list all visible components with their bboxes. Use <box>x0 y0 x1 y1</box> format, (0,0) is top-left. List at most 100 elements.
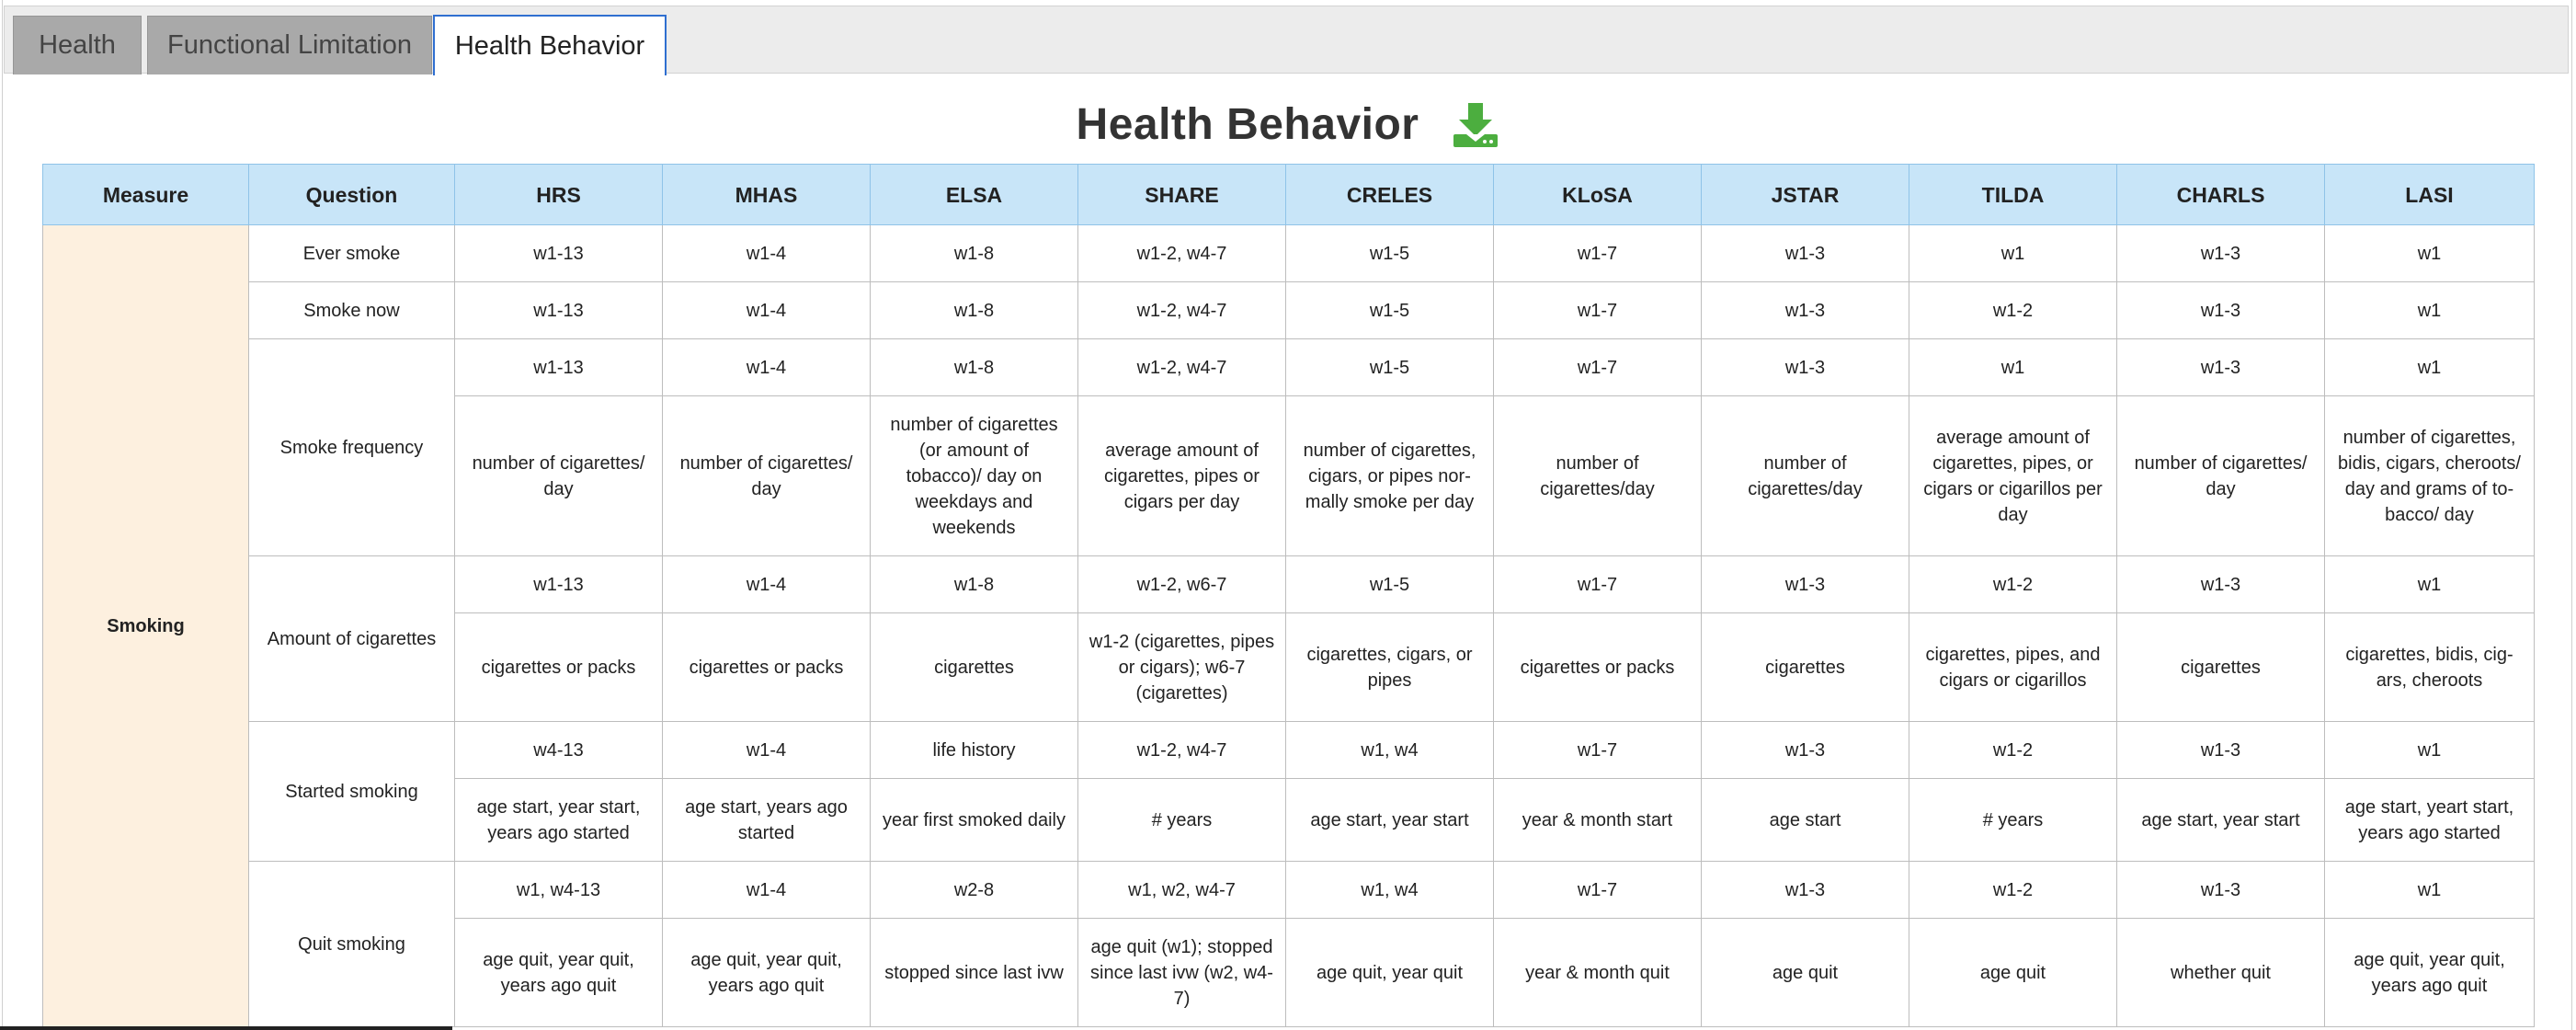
header-cell: SHARE <box>1077 164 1286 225</box>
measure-cell-smoking: Smoking <box>42 224 249 1027</box>
question-cell: Smoke now <box>248 281 455 339</box>
cell-klosa: number of cigarettes/day <box>1493 395 1702 556</box>
cell-tilda: w1-2 <box>1909 555 2117 613</box>
cell-lasi: w1 <box>2324 555 2535 613</box>
question-cell: Ever smoke <box>248 224 455 282</box>
cell-jstar: w1-3 <box>1701 281 1909 339</box>
table-row: Smoking Ever smoke w1-13 w1-4 w1-8 w1-2, w4… <box>42 224 2535 1027</box>
cell-mhas: age quit, year quit, years ago quit <box>662 918 871 1027</box>
table-row: number of cigarettes/ day number of cigar… <box>43 395 2535 556</box>
cell-charls: whether quit <box>2116 918 2325 1027</box>
cell-lasi: w1 <box>2324 861 2535 919</box>
table-row: Quit smoking w1, w4-13 w1-4 w2-8 w1, w2, w4… <box>43 861 2535 1027</box>
cell-jstar: number of cigarettes/day <box>1701 395 1909 556</box>
tab-bar: Health Functional Limitation Health Beha… <box>4 6 2569 75</box>
cell-elsa: w1-8 <box>870 281 1078 339</box>
bottom-border <box>0 1026 452 1030</box>
header-cell: MHAS <box>662 164 871 225</box>
cell-hrs: w1, w4-13 <box>454 861 663 919</box>
cell-tilda: w1-2 <box>1909 721 2117 779</box>
cell-creles: w1-5 <box>1285 224 1494 282</box>
header-cell: JSTAR <box>1701 164 1909 225</box>
cell-hrs: age start, year start, years ago started <box>454 778 663 862</box>
cell-mhas: w1-4 <box>662 281 871 339</box>
header-cell: ELSA <box>870 164 1078 225</box>
download-icon[interactable] <box>1452 101 1499 149</box>
table-row: cigarettes or packs cigarettes or packs ci… <box>43 612 2535 722</box>
cell-tilda: w1-2 <box>1909 861 2117 919</box>
cell-jstar: cigarettes <box>1701 612 1909 722</box>
cell-tilda: w1-2 <box>1909 281 2117 339</box>
title-row: Health Behavior <box>0 99 2576 156</box>
cell-klosa: cigarettes or packs <box>1493 612 1702 722</box>
table-row: Smoke now w1-13 w1-4 w1-8 w1-2, w4-7 w1-5 w1-… <box>43 281 2535 339</box>
cell-hrs: w1-13 <box>454 281 663 339</box>
cell-elsa: stopped since last ivw <box>870 918 1078 1027</box>
cell-tilda: cigarettes, pipes, and cigars or cigaril… <box>1909 612 2117 722</box>
cell-mhas: w1-4 <box>662 861 871 919</box>
cell-creles: w1, w4 <box>1285 721 1494 779</box>
cell-klosa: w1-7 <box>1493 721 1702 779</box>
cell-creles: number of cigarettes, cigars, or pipes n… <box>1285 395 1494 556</box>
cell-creles: w1-5 <box>1285 338 1494 396</box>
cell-tilda: age quit <box>1909 918 2117 1027</box>
cell-charls: w1-3 <box>2116 721 2325 779</box>
cell-hrs: w1-13 <box>454 338 663 396</box>
cell-creles: age start, year start <box>1285 778 1494 862</box>
cell-charls: w1-3 <box>2116 338 2325 396</box>
header-cell: CRELES <box>1285 164 1494 225</box>
table-row: Smoke frequency w1-13 w1-4 w1-8 w1-2, w4-7 w… <box>43 338 2535 556</box>
header-cell: HRS <box>454 164 663 225</box>
header-row: Measure Question HRS MHAS ELSA SHARE CRE… <box>42 164 2535 225</box>
tab-functional-limitation[interactable]: Functional Limitation <box>147 16 432 74</box>
cell-elsa: w1-8 <box>870 224 1078 282</box>
cell-charls: w1-3 <box>2116 224 2325 282</box>
cell-lasi: w1 <box>2324 338 2535 396</box>
cell-elsa: year first smoked daily <box>870 778 1078 862</box>
cell-lasi: w1 <box>2324 281 2535 339</box>
tab-health-behavior[interactable]: Health Behavior <box>433 15 667 75</box>
cell-jstar: age quit <box>1701 918 1909 1027</box>
header-cell: Question <box>248 164 455 225</box>
cell-creles: w1, w4 <box>1285 861 1494 919</box>
cell-klosa: year & month start <box>1493 778 1702 862</box>
cell-share: # years <box>1077 778 1286 862</box>
cell-lasi: cigarettes, bidis, cig- ars, cheroots <box>2324 612 2535 722</box>
cell-lasi: number of cigarettes, bidis, cigars, che… <box>2324 395 2535 556</box>
cell-share: w1, w2, w4-7 <box>1077 861 1286 919</box>
cell-share: w1-2, w4-7 <box>1077 338 1286 396</box>
cell-elsa: cigarettes <box>870 612 1078 722</box>
cell-jstar: w1-3 <box>1701 861 1909 919</box>
cell-mhas: w1-4 <box>662 721 871 779</box>
cell-hrs: w1-13 <box>454 555 663 613</box>
cell-charls: w1-3 <box>2116 555 2325 613</box>
cell-share: average amount of cigarettes, pipes or c… <box>1077 395 1286 556</box>
cell-lasi: age quit, year quit, years ago quit <box>2324 918 2535 1027</box>
cell-jstar: age start <box>1701 778 1909 862</box>
cell-tilda: w1 <box>1909 338 2117 396</box>
cell-mhas: age start, years ago started <box>662 778 871 862</box>
cell-jstar: w1-3 <box>1701 555 1909 613</box>
cell-hrs: cigarettes or packs <box>454 612 663 722</box>
cell-mhas: cigarettes or packs <box>662 612 871 722</box>
cell-elsa: w1-8 <box>870 338 1078 396</box>
cell-klosa: w1-7 <box>1493 861 1702 919</box>
page-title: Health Behavior <box>1076 100 1419 149</box>
cell-hrs: age quit, year quit, years ago quit <box>454 918 663 1027</box>
cell-jstar: w1-3 <box>1701 224 1909 282</box>
cell-creles: w1-5 <box>1285 281 1494 339</box>
tab-health[interactable]: Health <box>13 16 142 74</box>
cell-charls: cigarettes <box>2116 612 2325 722</box>
cell-hrs: w1-13 <box>454 224 663 282</box>
cell-tilda: # years <box>1909 778 2117 862</box>
cell-share: w1-2, w4-7 <box>1077 281 1286 339</box>
question-cell: Smoke frequency <box>248 338 455 556</box>
cell-creles: w1-5 <box>1285 555 1494 613</box>
cell-creles: cigarettes, cigars, or pipes <box>1285 612 1494 722</box>
question-cell: Started smoking <box>248 721 455 862</box>
cell-charls: w1-3 <box>2116 281 2325 339</box>
cell-klosa: w1-7 <box>1493 281 1702 339</box>
cell-jstar: w1-3 <box>1701 338 1909 396</box>
question-cell: Quit smoking <box>248 861 455 1027</box>
